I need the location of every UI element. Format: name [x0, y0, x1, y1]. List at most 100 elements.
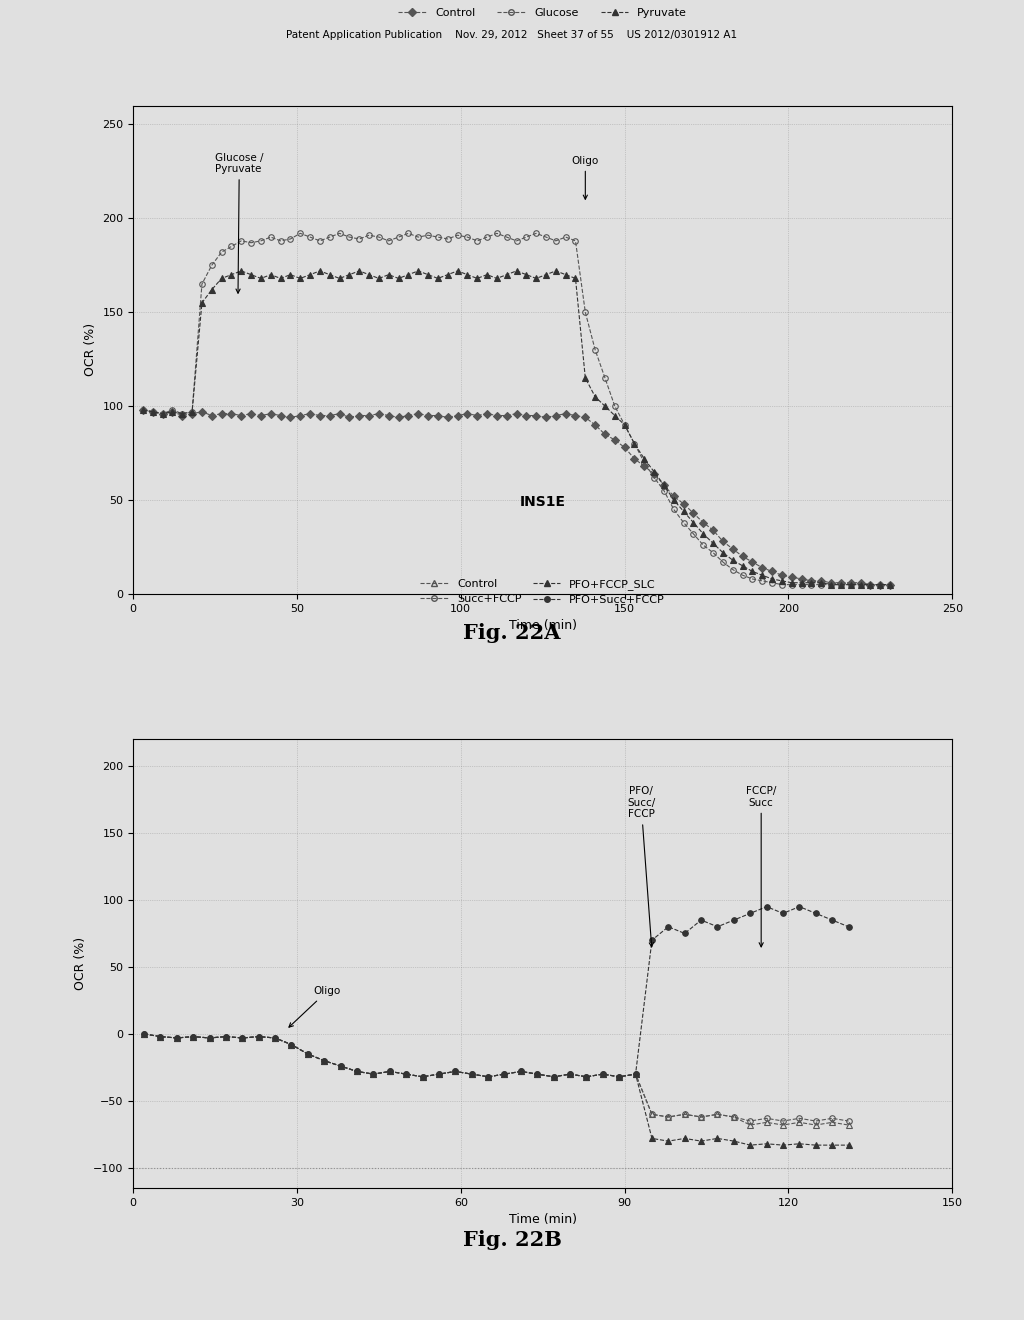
Control	[761, 1114, 773, 1130]
Text: Patent Application Publication    Nov. 29, 2012   Sheet 37 of 55    US 2012/0301: Patent Application Publication Nov. 29, …	[287, 30, 737, 41]
Succ+FCCP	[613, 1069, 626, 1085]
PFO+FCCP_SLC	[253, 1028, 265, 1044]
Text: Fig. 22A: Fig. 22A	[463, 623, 561, 643]
Control	[744, 1117, 757, 1133]
Succ+FCCP	[761, 1110, 773, 1126]
PFO+FCCP_SLC	[695, 1133, 708, 1148]
PFO+FCCP_SLC	[351, 1064, 364, 1080]
PFO+Succ+FCCP	[302, 1047, 314, 1063]
PFO+FCCP_SLC	[564, 1067, 577, 1082]
Succ+FCCP	[466, 1067, 478, 1082]
Control	[499, 1067, 511, 1082]
Succ+FCCP	[253, 1028, 265, 1044]
Succ+FCCP	[204, 1030, 216, 1045]
PFO+Succ+FCCP	[466, 1067, 478, 1082]
Succ+FCCP	[450, 1064, 462, 1080]
Glucose	[285, 231, 297, 247]
Line: PFO+Succ+FCCP: PFO+Succ+FCCP	[141, 904, 851, 1080]
PFO+FCCP_SLC	[548, 1069, 560, 1085]
Control	[237, 1030, 249, 1045]
PFO+Succ+FCCP	[712, 919, 724, 935]
PFO+Succ+FCCP	[548, 1069, 560, 1085]
PFO+FCCP_SLC	[728, 1133, 740, 1148]
PFO+Succ+FCCP	[695, 912, 708, 928]
Succ+FCCP	[630, 1067, 642, 1082]
Control	[433, 1067, 445, 1082]
PFO+FCCP_SLC	[384, 1064, 396, 1080]
Succ+FCCP	[712, 1106, 724, 1122]
Succ+FCCP	[744, 1113, 757, 1129]
Succ+FCCP	[384, 1064, 396, 1080]
Text: Fig. 22B: Fig. 22B	[463, 1230, 561, 1250]
Succ+FCCP	[728, 1109, 740, 1125]
Glucose	[452, 227, 464, 243]
Succ+FCCP	[663, 1109, 675, 1125]
Control	[550, 408, 562, 424]
Line: Control: Control	[141, 1031, 851, 1127]
PFO+FCCP_SLC	[171, 1030, 183, 1045]
Succ+FCCP	[269, 1030, 282, 1045]
Title: INS1E: INS1E	[520, 495, 565, 510]
Control	[441, 409, 454, 425]
Control	[302, 1047, 314, 1063]
PFO+FCCP_SLC	[597, 1067, 609, 1082]
Control	[461, 405, 473, 421]
PFO+FCCP_SLC	[482, 1069, 495, 1085]
Text: FCCP/
Succ: FCCP/ Succ	[746, 787, 776, 946]
PFO+FCCP_SLC	[777, 1138, 790, 1154]
Succ+FCCP	[482, 1069, 495, 1085]
Glucose	[884, 577, 896, 593]
Control	[564, 1067, 577, 1082]
Text: Oligo: Oligo	[571, 156, 599, 199]
Text: Glucose /
Pyruvate: Glucose / Pyruvate	[215, 153, 263, 293]
PFO+Succ+FCCP	[286, 1036, 298, 1052]
Succ+FCCP	[564, 1067, 577, 1082]
Succ+FCCP	[531, 1067, 544, 1082]
Control	[383, 408, 395, 424]
Control	[548, 1069, 560, 1085]
Succ+FCCP	[695, 1109, 708, 1125]
Succ+FCCP	[794, 1110, 806, 1126]
Succ+FCCP	[138, 1026, 151, 1041]
Control	[515, 1064, 527, 1080]
PFO+Succ+FCCP	[843, 919, 855, 935]
Succ+FCCP	[646, 1106, 658, 1122]
Control	[253, 1028, 265, 1044]
Control	[269, 1030, 282, 1045]
Glucose	[471, 232, 483, 248]
PFO+FCCP_SLC	[531, 1067, 544, 1082]
PFO+Succ+FCCP	[482, 1069, 495, 1085]
Succ+FCCP	[318, 1053, 331, 1069]
PFO+Succ+FCCP	[220, 1028, 232, 1044]
PFO+Succ+FCCP	[450, 1064, 462, 1080]
PFO+FCCP_SLC	[433, 1067, 445, 1082]
Glucose	[294, 226, 306, 242]
PFO+FCCP_SLC	[318, 1053, 331, 1069]
PFO+FCCP_SLC	[744, 1138, 757, 1154]
Succ+FCCP	[515, 1064, 527, 1080]
PFO+Succ+FCCP	[155, 1028, 167, 1044]
Control	[531, 1067, 544, 1082]
PFO+FCCP_SLC	[155, 1028, 167, 1044]
Glucose	[402, 226, 415, 242]
Control	[400, 1067, 413, 1082]
Legend: Control, Succ+FCCP, PFO+FCCP_SLC, PFO+Succ+FCCP: Control, Succ+FCCP, PFO+FCCP_SLC, PFO+Su…	[416, 574, 670, 610]
Succ+FCCP	[155, 1028, 167, 1044]
Succ+FCCP	[171, 1030, 183, 1045]
Pyruvate	[392, 271, 404, 286]
PFO+FCCP_SLC	[663, 1133, 675, 1148]
PFO+Succ+FCCP	[794, 899, 806, 915]
Succ+FCCP	[548, 1069, 560, 1085]
Control	[695, 1109, 708, 1125]
PFO+FCCP_SLC	[237, 1030, 249, 1045]
Control	[417, 1069, 429, 1085]
PFO+Succ+FCCP	[613, 1069, 626, 1085]
Text: PFO/
Succ/
FCCP: PFO/ Succ/ FCCP	[627, 787, 655, 946]
Control	[466, 1067, 478, 1082]
Succ+FCCP	[843, 1113, 855, 1129]
Control	[810, 1117, 822, 1133]
Line: Glucose: Glucose	[140, 231, 893, 587]
Succ+FCCP	[351, 1064, 364, 1080]
Control	[728, 1109, 740, 1125]
Control	[155, 1028, 167, 1044]
